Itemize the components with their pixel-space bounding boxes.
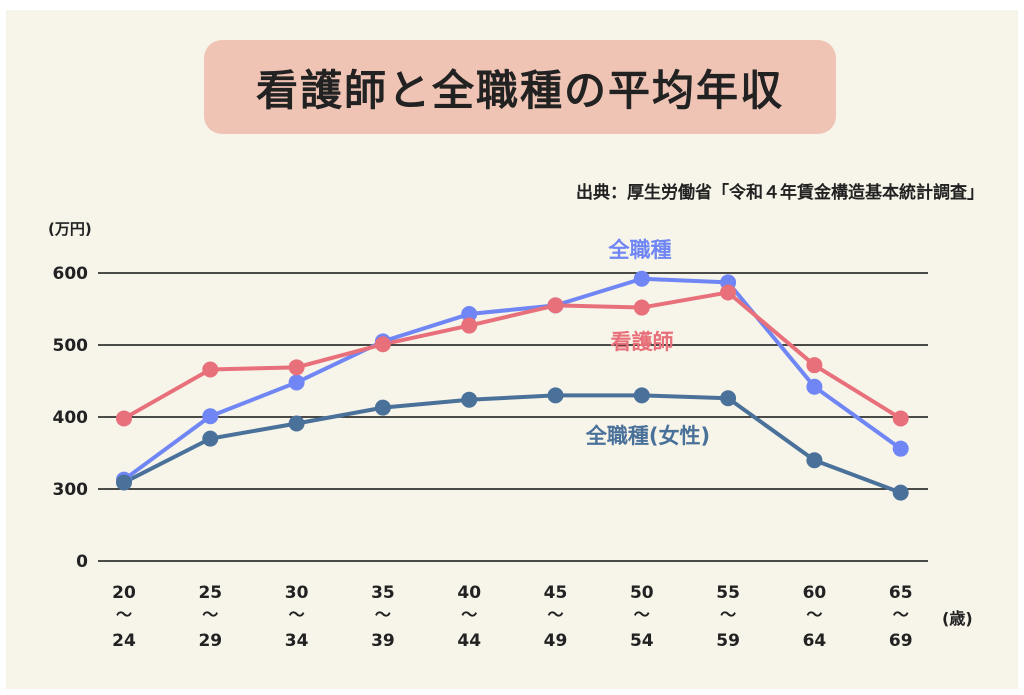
series-0-point (461, 306, 478, 323)
x-tick-label-top: 60 (803, 583, 827, 603)
x-tick-label-bottom: 64 (803, 631, 827, 651)
x-tick-tilde: 〜 (893, 605, 909, 624)
series-1-point (461, 317, 478, 334)
x-tick-tilde: 〜 (116, 605, 132, 624)
y-tick-label-0: 0 (76, 552, 88, 572)
x-tick-label-bottom: 34 (285, 631, 309, 651)
x-tick-tilde: 〜 (202, 605, 218, 624)
x-tick-label-bottom: 49 (544, 631, 568, 651)
series-line-1 (122, 290, 903, 421)
x-tick-label-bottom: 69 (889, 631, 913, 651)
x-tick-label-top: 45 (544, 583, 568, 603)
x-axis-label: (歳) (942, 609, 973, 628)
series-1-point (892, 410, 909, 427)
y-tick-label-400: 400 (53, 408, 89, 428)
x-tick-label-top: 65 (889, 583, 913, 603)
series-2-point (116, 474, 132, 491)
series-0-point (288, 374, 305, 391)
series-1-point (288, 359, 305, 376)
series-1-point (806, 357, 823, 374)
series-label-0: 全職種 (608, 238, 672, 262)
x-tick-label-bottom: 24 (112, 631, 136, 651)
y-tick-label-500: 500 (53, 336, 89, 356)
series-2-point (720, 390, 737, 407)
series-label-1: 看護師 (611, 330, 674, 354)
x-tick-label-top: 20 (112, 583, 136, 603)
x-tick-label-top: 50 (630, 583, 654, 603)
series-2-point (806, 452, 823, 469)
x-tick-tilde: 〜 (375, 605, 391, 624)
series-0-point (806, 378, 823, 395)
series-2-point (547, 387, 564, 404)
y-tick-label-300: 300 (53, 480, 89, 500)
series-0-point (202, 408, 219, 425)
x-tick-tilde: 〜 (547, 605, 563, 624)
x-tick-tilde: 〜 (461, 605, 477, 624)
series-2-point (374, 399, 391, 416)
series-2-point (288, 415, 305, 432)
series-1-point (633, 299, 650, 316)
x-tick-tilde: 〜 (634, 605, 650, 624)
x-tick-tilde: 〜 (289, 605, 305, 624)
series-0-point (892, 440, 909, 457)
x-tick-tilde: 〜 (720, 605, 736, 624)
x-tick-tilde: 〜 (806, 605, 822, 624)
series-1-point (547, 297, 564, 314)
series-line-2 (122, 393, 903, 495)
chart-title: 看護師と全職種の平均年収 (255, 65, 784, 115)
series-2-point (892, 484, 909, 501)
series-2-point (633, 387, 650, 404)
series-2-point (202, 430, 219, 447)
series-1-point (374, 336, 391, 353)
series-line-0 (122, 276, 903, 482)
source-note: 出典：厚生労働省「令和４年賃金構造基本統計調査」 (576, 183, 984, 203)
series-1-point (202, 361, 219, 378)
y-axis-label: (万円) (48, 220, 92, 238)
series-1-point (116, 410, 132, 427)
y-tick-label-600: 600 (53, 264, 89, 284)
x-tick-label-bottom: 59 (716, 631, 740, 651)
x-tick-label-bottom: 44 (457, 631, 481, 651)
chart-card: 看護師と全職種の平均年収 出典：厚生労働省「令和４年賃金構造基本統計調査」 (6, 10, 1018, 689)
series-1-point (720, 284, 737, 301)
x-tick-label-top: 30 (285, 583, 309, 603)
series-label-2: 全職種(女性) (585, 424, 710, 448)
x-tick-label-top: 35 (371, 583, 395, 603)
x-tick-label-bottom: 39 (371, 631, 395, 651)
series-0-point (633, 270, 650, 287)
series-2-point (461, 391, 478, 408)
x-tick-label-bottom: 29 (198, 631, 222, 651)
title-banner: 看護師と全職種の平均年収 (204, 40, 836, 134)
x-tick-label-top: 55 (716, 583, 740, 603)
x-tick-label-top: 40 (457, 583, 481, 603)
x-tick-label-bottom: 54 (630, 631, 654, 651)
x-tick-label-top: 25 (198, 583, 222, 603)
